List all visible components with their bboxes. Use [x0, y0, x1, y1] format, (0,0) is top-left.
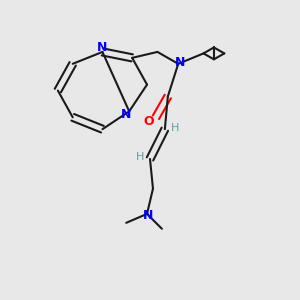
Text: N: N — [143, 209, 154, 222]
Text: H: H — [135, 152, 144, 162]
Text: N: N — [175, 56, 185, 69]
Text: O: O — [143, 115, 154, 128]
Text: N: N — [97, 41, 108, 54]
Text: H: H — [171, 123, 179, 133]
Text: N: N — [121, 108, 131, 121]
